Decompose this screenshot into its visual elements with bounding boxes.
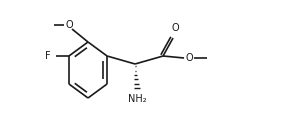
Text: O: O [65, 20, 73, 30]
Text: O: O [185, 53, 193, 63]
Text: O: O [171, 23, 179, 33]
Text: F: F [45, 51, 51, 61]
Text: NH₂: NH₂ [128, 94, 146, 104]
